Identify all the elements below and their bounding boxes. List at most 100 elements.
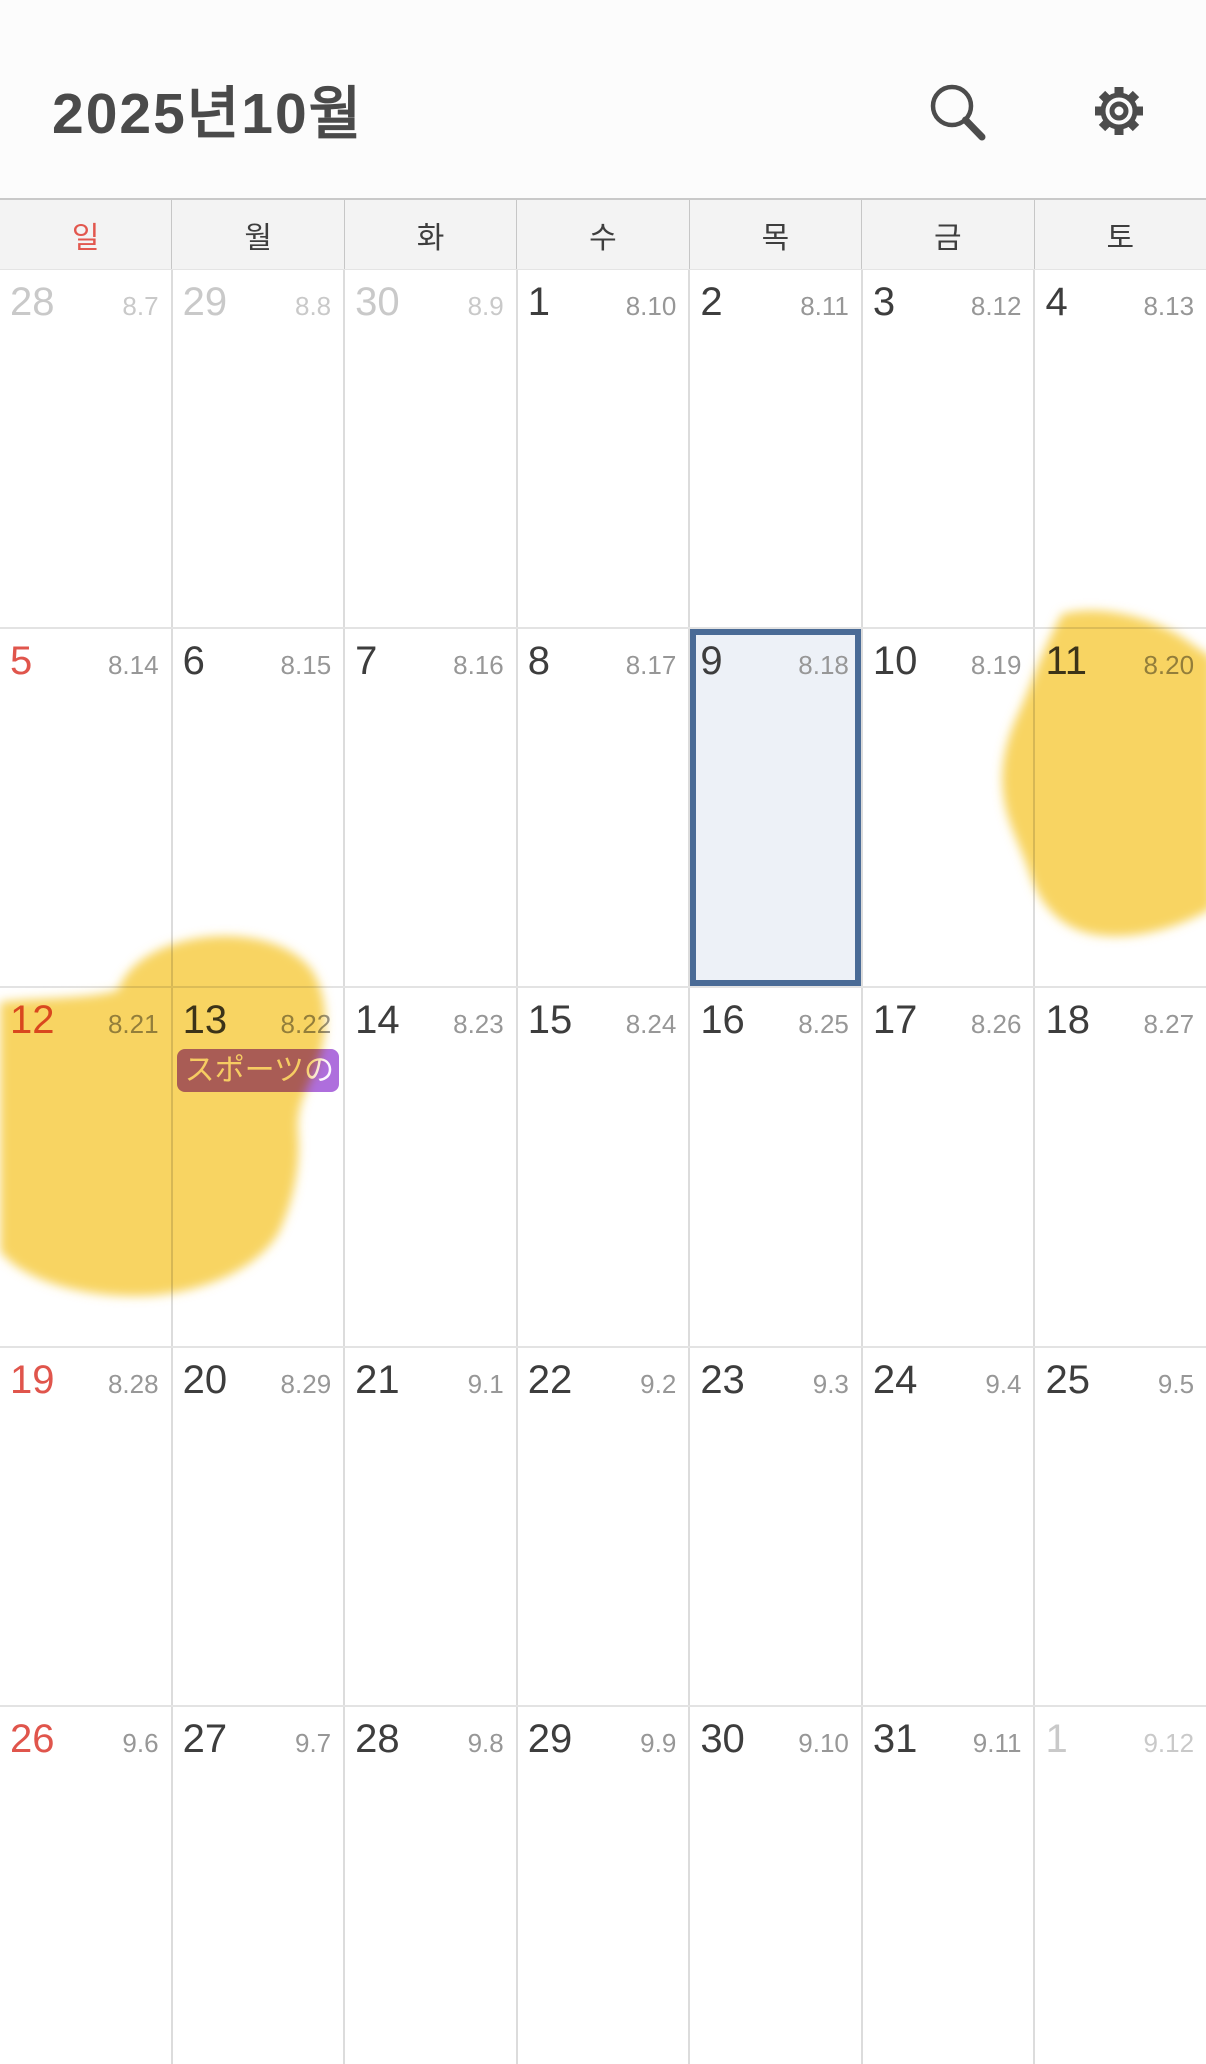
day-cell-23[interactable]: 23 9.3 [690,1347,863,1705]
day-cell-head: 5 8.14 [0,629,171,684]
day-cell-head: 26 9.6 [0,1707,171,1762]
date-number: 17 [872,998,918,1043]
date-number: 31 [872,1716,918,1761]
app-header: 2025년10월 [0,0,1206,198]
day-cell-17[interactable]: 17 8.26 [862,988,1036,1346]
day-cell-9[interactable]: 9 8.18 [690,629,863,987]
day-cell-16[interactable]: 16 8.25 [690,988,863,1346]
day-cell-28[interactable]: 28 9.8 [345,1706,518,2064]
lunar-date: 8.20 [1143,650,1195,681]
date-number: 28 [355,1716,400,1761]
day-cell-27[interactable]: 27 9.7 [172,1706,346,2064]
lunar-date: 8.22 [280,1009,332,1040]
lunar-date: 8.13 [1143,291,1195,321]
date-number: 24 [872,1357,918,1402]
date-number: 18 [1045,998,1090,1043]
date-number: 6 [182,639,205,684]
lunar-date: 8.24 [625,1009,677,1040]
day-cell-head: 21 9.1 [345,1348,516,1403]
day-cell-12[interactable]: 12 8.21 [0,988,173,1346]
date-number: 21 [355,1357,400,1402]
search-icon[interactable] [922,78,988,144]
settings-gear-icon[interactable] [1086,78,1152,144]
day-cell-29-adjacent[interactable]: 29 8.8 [172,270,346,628]
lunar-date: 8.8 [295,291,332,321]
day-cell-30-adjacent[interactable]: 30 8.9 [345,270,518,628]
day-cell-head: 10 8.19 [863,629,1034,684]
day-cell-4[interactable]: 4 8.13 [1035,270,1206,628]
date-number: 20 [182,1357,228,1402]
day-cell-18[interactable]: 18 8.27 [1035,988,1206,1346]
day-cell-1[interactable]: 1 8.10 [517,270,691,628]
day-cell-19[interactable]: 19 8.28 [0,1347,173,1705]
week-row-2: 12 8.21 13 8.22 スポーツの 14 8.23 15 8.24 16 8.25 17 8.2… [0,988,1206,1348]
lunar-date: 8.18 [798,650,849,681]
day-cell-22[interactable]: 22 9.2 [517,1347,691,1705]
week-row-1: 5 8.14 6 8.15 7 8.16 8 8.17 9 8.18 10 8.19 11 8.20 [0,629,1206,989]
weekday-header-6: 토 [1106,221,1135,255]
day-cell-head: 7 8.16 [345,629,516,684]
date-number: 3 [872,280,896,324]
day-cell-30[interactable]: 30 9.10 [690,1706,863,2064]
day-cell-head: 17 8.26 [863,988,1034,1043]
lunar-date: 9.4 [985,1368,1022,1399]
day-cell-21[interactable]: 21 9.1 [345,1347,518,1705]
date-number: 27 [182,1716,228,1761]
day-cell-head: 15 8.24 [518,988,689,1043]
day-cell-7[interactable]: 7 8.16 [345,629,518,987]
day-cell-13[interactable]: 13 8.22 スポーツの [172,988,346,1346]
lunar-date: 8.15 [280,650,332,681]
date-number: 13 [182,998,228,1043]
lunar-date: 8.27 [1143,1009,1195,1040]
day-cell-20[interactable]: 20 8.29 [172,1347,346,1705]
event-pill-sports-day[interactable]: スポーツの [176,1049,340,1093]
weekday-header-2: 화 [345,200,518,269]
date-number: 29 [527,1716,573,1761]
lunar-date: 9.6 [122,1727,159,1758]
date-number: 9 [700,639,723,684]
day-cell-25[interactable]: 25 9.5 [1035,1347,1206,1705]
day-cell-head: 9 8.18 [690,629,861,684]
date-number: 19 [10,1357,55,1402]
day-cell-14[interactable]: 14 8.23 [345,988,518,1346]
date-number: 2 [700,280,723,324]
day-cell-6[interactable]: 6 8.15 [172,629,346,987]
day-cell-28-adjacent[interactable]: 28 8.7 [0,270,173,628]
date-number: 7 [355,639,378,684]
day-cell-11[interactable]: 11 8.20 [1035,629,1206,987]
day-cell-head: 1 8.10 [518,270,689,325]
weekday-header-5: 금 [862,200,1035,269]
day-cell-31[interactable]: 31 9.11 [862,1706,1036,2064]
day-cell-head: 24 9.4 [863,1348,1034,1403]
day-cell-head: 6 8.15 [173,629,344,684]
day-cell-15[interactable]: 15 8.24 [517,988,691,1346]
day-cell-29[interactable]: 29 9.9 [517,1706,691,2064]
lunar-date: 9.1 [467,1368,504,1399]
day-cell-head: 29 9.9 [518,1707,689,1762]
day-cell-head: 30 9.10 [690,1707,861,1762]
day-cell-2[interactable]: 2 8.11 [690,270,863,628]
lunar-date: 8.16 [453,650,504,681]
weekday-header-4: 목 [690,200,863,269]
day-cell-head: 4 8.13 [1035,270,1206,325]
day-cell-3[interactable]: 3 8.12 [862,270,1036,628]
lunar-date: 8.12 [970,291,1022,321]
day-cell-26[interactable]: 26 9.6 [0,1706,173,2064]
lunar-date: 9.9 [640,1727,677,1758]
date-number: 15 [527,998,573,1043]
day-cell-24[interactable]: 24 9.4 [862,1347,1036,1705]
day-cell-head: 2 8.11 [690,270,861,325]
date-number: 30 [355,280,400,324]
date-number: 26 [10,1716,55,1761]
day-cell-5[interactable]: 5 8.14 [0,629,173,987]
lunar-date: 9.5 [1157,1368,1195,1399]
weekday-header-3: 수 [517,200,690,269]
day-cell-head: 30 8.9 [345,270,516,325]
day-cell-head: 13 8.22 [173,988,344,1043]
day-cell-1-adjacent[interactable]: 1 9.12 [1035,1706,1206,2064]
day-cell-8[interactable]: 8 8.17 [517,629,691,987]
day-cell-10[interactable]: 10 8.19 [862,629,1036,987]
weekday-header-0: 일 [0,200,173,269]
lunar-date: 9.12 [1143,1727,1195,1758]
